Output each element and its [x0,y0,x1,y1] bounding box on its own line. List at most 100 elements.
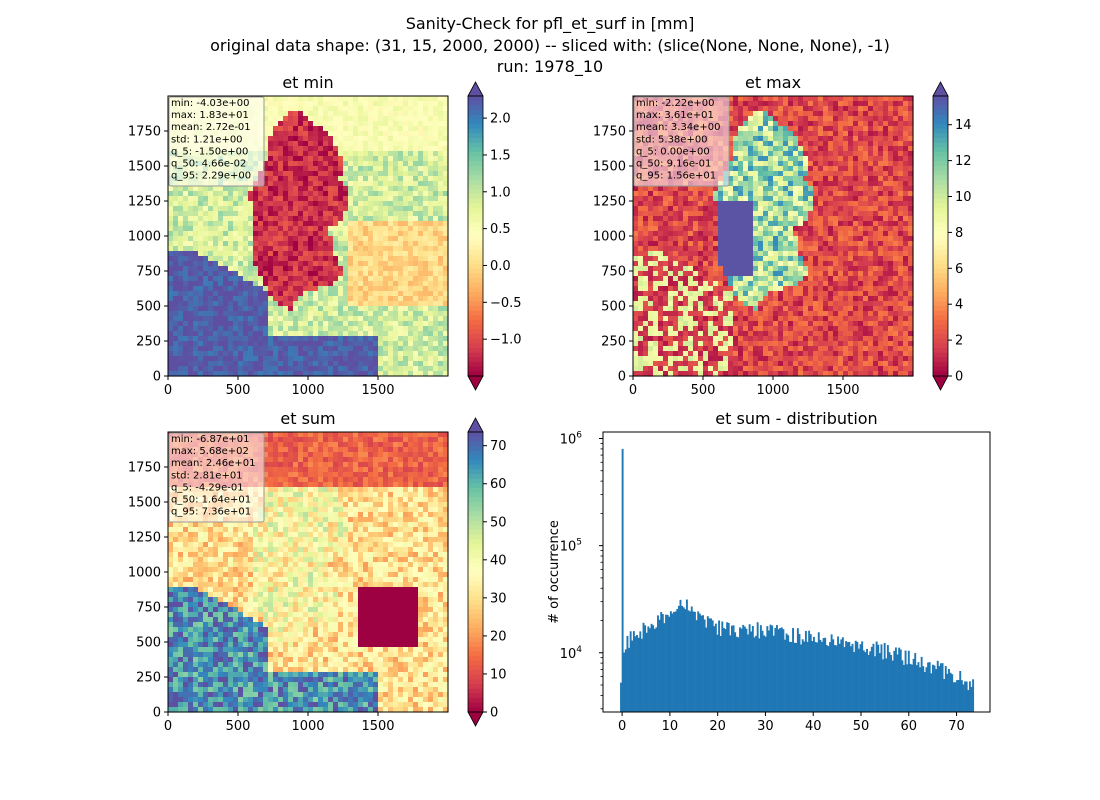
heatmap-cell [418,161,424,167]
heatmap-cell [318,191,324,197]
heatmap-cell [378,321,384,327]
heatmap-cell [378,206,384,212]
heatmap-cell [738,156,744,162]
heatmap-cell [428,196,434,202]
colorbar-segment [468,226,483,232]
heatmap-cell [353,296,359,302]
heatmap-cell [253,256,259,262]
heatmap-cell [708,351,714,357]
heatmap-cell [423,151,429,157]
heatmap-cell [228,326,234,332]
heatmap-cell [673,281,679,287]
heatmap-cell [773,341,779,347]
heatmap-cell [768,316,774,322]
heatmap-cell [758,321,764,327]
heatmap-cell [728,326,734,332]
heatmap-cell [378,171,384,177]
heatmap-cell [298,226,304,232]
heatmap-cell [353,291,359,297]
heatmap-cell [393,361,399,367]
heatmap-cell [413,216,419,222]
heatmap-cell [343,126,349,132]
heatmap-cell [258,331,264,337]
heatmap-cell [393,266,399,272]
heatmap-cell [208,201,214,207]
heatmap-cell [418,196,424,202]
heatmap-cell [688,216,694,222]
heatmap-cell [218,246,224,252]
heatmap-cell [383,346,389,352]
heatmap-cell [718,351,724,357]
heatmap-cell [203,356,209,362]
heatmap-cell [413,251,419,257]
heatmap-cell [408,141,414,147]
heatmap-cell [198,226,204,232]
heatmap-cell [413,371,419,377]
heatmap-cell [418,251,424,257]
heatmap-cell [328,126,334,132]
heatmap-cell [208,266,214,272]
heatmap-cell [698,241,704,247]
heatmap-cell [633,356,639,362]
colorbar-segment [468,268,483,274]
heatmap-cell [313,181,319,187]
heatmap-cell [343,236,349,242]
heatmap-cell [183,336,189,342]
heatmap-cell [328,136,334,142]
heatmap-cell [658,331,664,337]
heatmap-cell [653,326,659,332]
heatmap-cell [183,221,189,227]
heatmap-cell [373,291,379,297]
heatmap-cell [223,266,229,272]
heatmap-cell [293,301,299,307]
heatmap-cell [443,231,449,237]
heatmap-cell [743,261,749,267]
heatmap-cell [443,96,449,102]
heatmap-cell [693,201,699,207]
heatmap-cell [638,286,644,292]
heatmap-cell [633,186,639,192]
heatmap-cell [338,366,344,372]
heatmap-cell [253,331,259,337]
heatmap-cell [688,186,694,192]
heatmap-cell [663,321,669,327]
heatmap-cell [393,171,399,177]
heatmap-cell [298,191,304,197]
heatmap-cell [728,161,734,167]
heatmap-cell [733,131,739,137]
heatmap-cell [783,156,789,162]
heatmap-cell [733,316,739,322]
heatmap-cell [438,356,444,362]
colorbar-segment [468,259,483,265]
heatmap-cell [248,346,254,352]
heatmap-cell [343,201,349,207]
heatmap-cell [343,96,349,102]
heatmap-cell [188,301,194,307]
heatmap-cell [758,261,764,267]
heatmap-cell [773,101,779,107]
heatmap-cell [333,341,339,347]
heatmap-cell [423,286,429,292]
heatmap-cell [753,196,759,202]
heatmap-cell [748,286,754,292]
heatmap-cell [743,241,749,247]
heatmap-cell [658,266,664,272]
heatmap-cell [218,316,224,322]
heatmap-cell [773,111,779,117]
heatmap-cell [183,346,189,352]
heatmap-cell [723,196,729,202]
heatmap-cell [378,336,384,342]
heatmap-cell [758,371,764,377]
heatmap-cell [313,301,319,307]
heatmap-cell [313,286,319,292]
heatmap-cell [343,171,349,177]
heatmap-cell [218,361,224,367]
heatmap-cell [323,281,329,287]
colorbar-segment [468,184,483,190]
colorbar-extend-max [467,81,484,97]
heatmap-cell [313,201,319,207]
heatmap-cell [283,276,289,282]
heatmap-cell [703,226,709,232]
heatmap-cell [783,206,789,212]
